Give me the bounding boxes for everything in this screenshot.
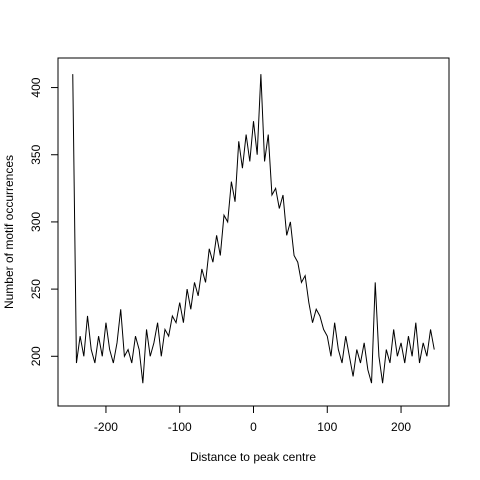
y-tick-label: 400 — [29, 77, 43, 97]
x-tick-label: -100 — [168, 420, 192, 434]
y-tick-label: 300 — [29, 212, 43, 232]
x-tick-label: 0 — [250, 420, 257, 434]
x-axis-label: Distance to peak centre — [190, 450, 316, 464]
y-tick-label: 350 — [29, 144, 43, 164]
y-tick-label: 200 — [29, 346, 43, 366]
plot-box — [57, 57, 450, 407]
y-tick-label: 250 — [29, 279, 43, 299]
x-tick-label: 100 — [317, 420, 337, 434]
y-axis-label: Number of motif occurrences — [2, 155, 16, 309]
data-line — [72, 74, 435, 384]
x-tick-label: 200 — [391, 420, 411, 434]
x-tick-label: -200 — [94, 420, 118, 434]
